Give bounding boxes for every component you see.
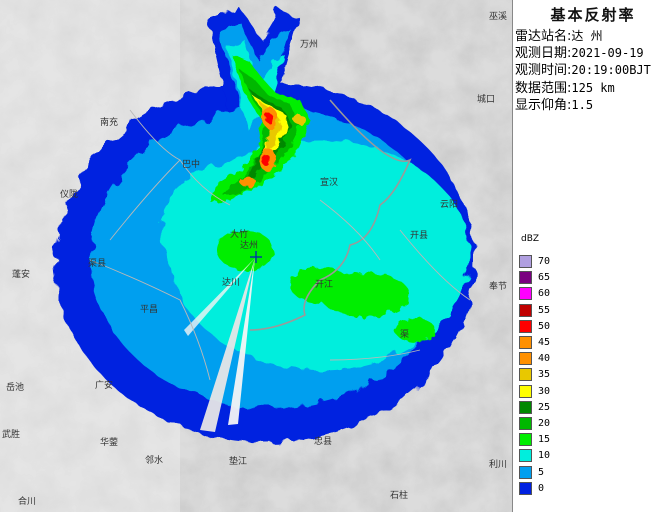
legend-label: 0 — [538, 482, 545, 494]
place-label: 广安 — [95, 381, 114, 391]
legend-label: 65 — [538, 272, 551, 284]
legend-label: 70 — [538, 256, 551, 267]
legend-item: 0 — [519, 481, 579, 496]
place-label: 垫江 — [229, 457, 248, 467]
place-label: 巫溪 — [489, 12, 508, 22]
legend-item: 70 — [519, 255, 579, 269]
legend-swatch — [519, 319, 532, 333]
legend-item: 30 — [519, 384, 579, 399]
info-row-station: 雷达站名:达 州 — [515, 28, 603, 45]
legend-swatch — [519, 271, 532, 285]
legend-label: 60 — [538, 288, 551, 300]
legend-label: 45 — [538, 337, 551, 348]
place-label: 忠县 — [314, 437, 333, 447]
legend-swatch — [519, 417, 532, 430]
place-label: 武胜 — [2, 430, 21, 440]
info-key: 观测时间: — [515, 63, 572, 78]
legend-item: 25 — [519, 400, 579, 415]
info-value: 20:19:00BJT — [571, 63, 651, 77]
legend-swatch — [519, 336, 532, 349]
legend-item: 15 — [519, 433, 579, 447]
place-label: 渠县 — [88, 259, 107, 269]
legend-label: 35 — [538, 369, 551, 381]
info-value: 1.5 — [571, 98, 594, 112]
legend-item: 35 — [519, 368, 579, 382]
legend-item: 40 — [519, 352, 579, 366]
place-label: 万州 — [300, 40, 319, 50]
place-label: 利川 — [489, 460, 508, 470]
info-key: 数据范围: — [515, 81, 572, 96]
place-label: 南充 — [100, 118, 119, 128]
place-label: 平昌 — [140, 305, 159, 315]
info-key: 观测日期: — [515, 46, 572, 61]
legend-swatch — [519, 400, 532, 414]
panel-title: 基本反射率 — [550, 6, 636, 24]
legend-label: 15 — [538, 434, 551, 446]
place-label: 城口 — [477, 95, 496, 105]
legend-label: 30 — [538, 385, 551, 397]
place-label: 大竹 — [230, 230, 249, 240]
legend-swatch — [519, 433, 532, 447]
place-label: 巴中 — [182, 160, 201, 170]
place-label: 渠 — [400, 330, 410, 340]
legend-swatch — [519, 481, 532, 495]
place-label: 达州 — [240, 241, 259, 251]
place-label: 宣汉 — [320, 178, 339, 188]
legend-unit: dBZ — [521, 234, 540, 244]
info-row-date: 观测日期:2021-09-19 — [515, 45, 644, 62]
legend-item: 55 — [519, 303, 579, 318]
radar-map: 巴中 仪陇 宣汉 城口 达州 达川 开江 开县 蓬安 岳池 广安 华蓥 邻水 垫… — [0, 0, 512, 512]
legend-label: 55 — [538, 304, 551, 316]
legend-label: 10 — [538, 450, 551, 462]
info-row-time: 观测时间:20:19:00BJT — [515, 62, 651, 79]
legend-item: 65 — [519, 271, 579, 285]
info-row-range: 数据范围:125 km — [515, 80, 615, 97]
place-label: 石柱 — [390, 491, 409, 501]
legend-label: 40 — [538, 353, 551, 365]
place-label: 达川 — [222, 278, 241, 288]
legend-item: 20 — [519, 417, 579, 431]
legend-swatch — [519, 384, 532, 398]
legend-label: 5 — [538, 466, 545, 478]
legend-swatch — [519, 303, 532, 317]
legend-swatch — [519, 287, 532, 301]
place-label: 华蓥 — [100, 438, 119, 448]
legend-label: 25 — [538, 401, 551, 413]
legend-item: 60 — [519, 287, 579, 301]
info-panel: 基本反射率 雷达站名:达 州 观测日期:2021-09-19 观测时间:20:1… — [512, 0, 672, 512]
plus-icon — [250, 251, 262, 263]
legend-label: 20 — [538, 418, 551, 429]
info-row-elevation: 显示仰角:1.5 — [515, 97, 593, 114]
radar-image — [0, 0, 512, 512]
legend-label: 50 — [538, 320, 551, 332]
info-value: 2021-09-19 — [571, 46, 644, 60]
place-label: 岳池 — [6, 383, 25, 393]
legend-item: 50 — [519, 319, 579, 334]
place-label: 云阳 — [440, 200, 459, 210]
legend-swatch — [519, 352, 532, 366]
place-label: 邻水 — [145, 456, 164, 466]
info-key: 雷达站名: — [515, 29, 572, 44]
legend-swatch — [519, 368, 532, 382]
info-value: 125 km — [571, 81, 615, 95]
legend-swatch — [519, 449, 532, 463]
info-key: 显示仰角: — [515, 98, 572, 113]
legend-swatch — [519, 255, 532, 268]
legend-item: 45 — [519, 336, 579, 350]
place-label: 合川 — [18, 497, 37, 507]
place-label: 蓬安 — [12, 270, 31, 280]
legend-item: 10 — [519, 449, 579, 463]
place-label: 开县 — [410, 231, 429, 241]
legend-item: 5 — [519, 465, 579, 480]
place-label: 奉节 — [489, 282, 508, 292]
place-label: 仪陇 — [60, 190, 79, 200]
place-label: 开江 — [315, 280, 334, 290]
info-value: 达 州 — [571, 29, 603, 43]
legend-swatch — [519, 465, 532, 479]
